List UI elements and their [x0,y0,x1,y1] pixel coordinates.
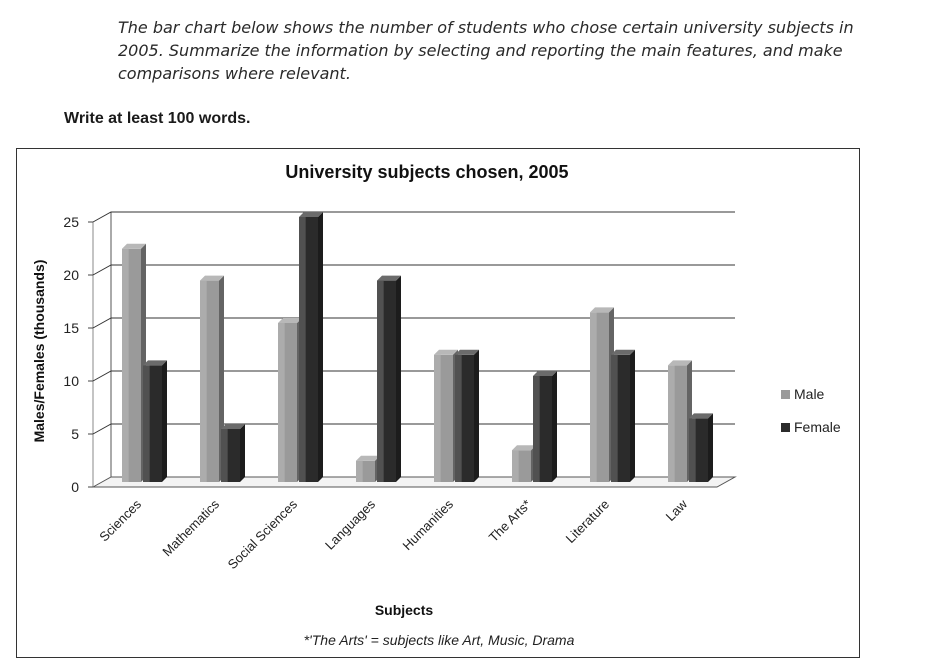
y-axis: 0 5 10 15 20 25 [63,214,93,495]
y-tick-label: 25 [63,214,79,230]
chart-title: University subjects chosen, 2005 [285,162,568,182]
chart-floor [91,476,737,488]
y-tick-label: 10 [63,373,79,389]
gridline [92,317,735,329]
bar-female [533,371,557,482]
x-tick-label: Languages [322,496,378,552]
bar-male [122,243,146,482]
bar-female [143,360,167,482]
task-prompt: The bar chart below shows the number of … [118,18,854,83]
bar-female [689,413,713,482]
bar-male [512,445,536,482]
legend: Male Female [781,386,841,435]
bar-male [278,318,302,482]
bar-male [590,307,614,482]
x-tick-label: Humanities [400,496,457,553]
x-tick-label: Law [663,496,691,524]
gridline [92,264,735,276]
bar-male [356,455,380,482]
x-tick-label: Sciences [96,496,144,544]
y-axis-label: Males/Females (thousands) [31,260,47,443]
x-tick-label: The Arts* [486,497,534,545]
y-tick-label: 0 [71,479,79,495]
bar-male [434,349,458,482]
bar-female [455,349,479,482]
y-tick-label: 20 [63,267,79,283]
bar-female [221,424,245,482]
x-axis-label: Subjects [375,602,434,618]
legend-swatch [781,390,790,399]
category-labels: Sciences Mathematics Social Sciences Langua… [96,496,690,572]
bar-chart: University subjects chosen, 2005 0 5 10 15 2… [31,162,841,648]
legend-label: Male [794,386,825,402]
gridline [92,370,735,382]
bar-female [299,212,323,482]
x-tick-label: Literature [563,497,612,546]
bar-female [611,349,635,482]
word-count-instruction: Write at least 100 words. [64,110,251,127]
y-tick-label: 15 [63,320,79,336]
bar-female [377,275,401,482]
bar-male [668,360,692,482]
gridlines [91,211,737,488]
gridline [92,211,735,223]
legend-swatch [781,423,790,432]
legend-label: Female [794,419,841,435]
x-tick-label: Mathematics [159,496,222,559]
bar-male [200,275,224,482]
y-tick-label: 5 [71,426,79,442]
footnote: *'The Arts' = subjects like Art, Music, … [304,632,575,648]
chart-frame: University subjects chosen, 2005 0 5 10 15 2… [16,148,860,658]
gridline [92,423,735,435]
x-tick-label: Social Sciences [225,496,301,572]
bars [122,212,713,482]
